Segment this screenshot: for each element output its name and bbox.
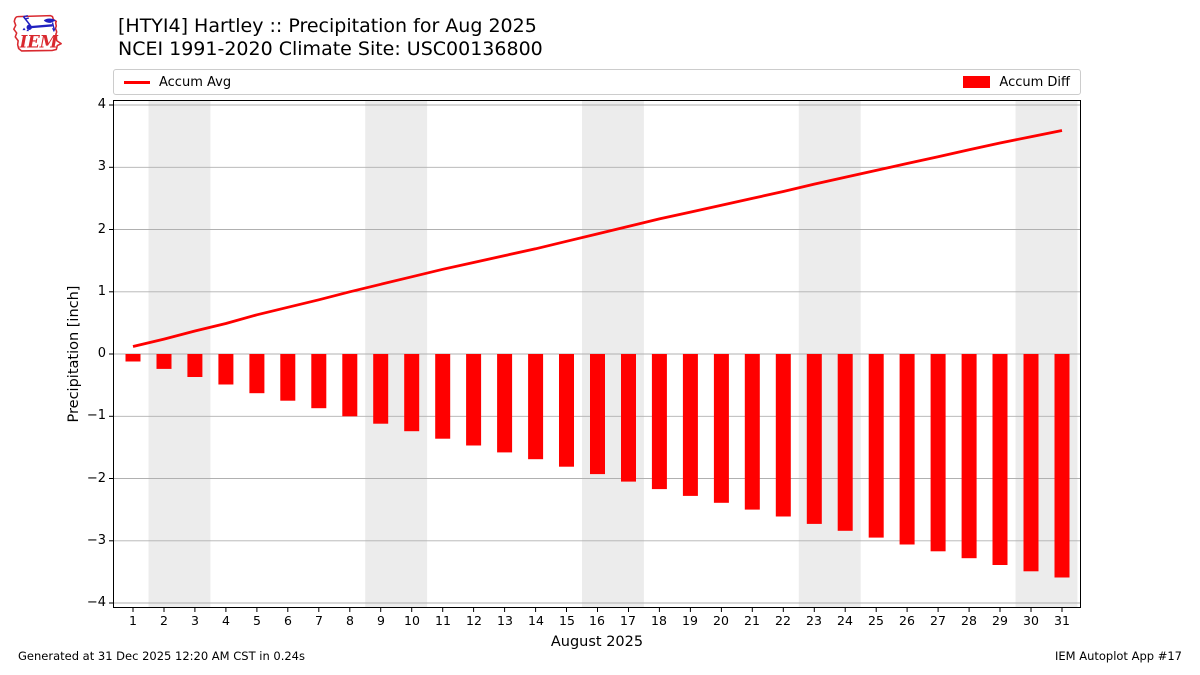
x-tick-label-14: 14 [528,613,544,628]
x-tick-label-7: 7 [315,613,323,628]
x-tick-label-15: 15 [559,613,575,628]
x-tick-label-31: 31 [1054,613,1070,628]
accum-diff-bar-day-23 [806,354,822,524]
y-tick-label--3: −3 [86,533,106,548]
y-tick-label-4: 4 [97,97,106,112]
accum-diff-bar-day-10 [404,354,420,432]
x-tick-label-6: 6 [284,613,292,628]
x-tick-label-30: 30 [1023,613,1039,628]
x-tick-label-16: 16 [589,613,605,628]
accum-diff-patch-swatch [963,76,991,88]
x-tick-label-9: 9 [377,613,385,628]
accum-diff-bar-day-19 [682,354,698,496]
accum-diff-bar-day-8 [342,354,358,417]
x-tick-label-17: 17 [620,613,636,628]
accum-diff-bar-day-17 [621,354,636,482]
accum-diff-bar-day-6 [280,354,296,401]
x-tick-label-24: 24 [837,613,853,628]
x-tick-label-22: 22 [775,613,791,628]
x-tick-label-19: 19 [682,613,698,628]
x-tick-label-3: 3 [191,613,199,628]
x-tick-label-26: 26 [899,613,915,628]
y-tick-label--1: −1 [86,408,106,423]
y-tick-label-0: 0 [97,346,106,361]
legend-label-accum-avg: Accum Avg [159,74,232,90]
accum-diff-bar-day-18 [651,354,667,490]
x-tick-label-4: 4 [222,613,230,628]
x-tick-label-2: 2 [160,613,168,628]
x-tick-label-23: 23 [806,613,822,628]
legend-item-accum-avg: Accum Avg [124,75,231,90]
chart-subtitle: NCEI 1991-2020 Climate Site: USC00136800 [118,38,543,60]
x-tick-label-28: 28 [961,613,977,628]
accum-diff-bar-day-25 [868,354,884,538]
x-tick-label-25: 25 [868,613,884,628]
title-block: [HTYI4] Hartley :: Precipitation for Aug… [118,15,543,61]
x-tick-label-13: 13 [497,613,513,628]
accum-diff-bar-day-26 [899,354,915,545]
accum-diff-bar-day-28 [961,354,977,559]
weather-vane-icon [22,14,56,33]
accum-diff-bar-day-4 [218,354,234,385]
legend: Accum Avg Accum Diff [113,69,1081,95]
accum-diff-bar-day-15 [559,354,574,467]
accum-diff-bar-day-22 [775,354,791,517]
x-tick-label-1: 1 [129,613,137,628]
legend-label-accum-diff: Accum Diff [999,74,1070,90]
x-tick-label-29: 29 [992,613,1008,628]
accum-diff-bar-day-3 [187,354,203,377]
accum-diff-bar-day-27 [930,354,946,552]
x-tick-label-27: 27 [930,613,946,628]
legend-item-accum-diff: Accum Diff [963,75,1070,90]
accum-diff-bar-day-20 [713,354,729,503]
logo-text: IEM [19,33,59,52]
accum-diff-bar-day-31 [1054,354,1070,578]
x-tick-label-10: 10 [404,613,420,628]
accum-diff-bar-day-5 [249,354,265,394]
plot-area [109,100,1081,612]
chart-title: [HTYI4] Hartley :: Precipitation for Aug… [118,15,537,37]
accum-diff-bar-day-21 [744,354,760,510]
accum-diff-bar-day-12 [466,354,482,446]
accum-avg-line [132,129,1063,348]
accum-diff-bar-day-9 [373,354,389,424]
accum-diff-bar-day-14 [528,354,544,460]
iem-logo: IEM [13,14,62,52]
accum-diff-bar-day-24 [837,354,853,531]
y-tick-label-3: 3 [97,159,106,174]
x-tick-label-21: 21 [744,613,760,628]
x-tick-label-18: 18 [651,613,667,628]
app-credit: IEM Autoplot App #17 [1054,649,1182,663]
accum-diff-bar-day-11 [435,354,451,439]
x-tick-label-5: 5 [253,613,261,628]
x-axis-label: August 2025 [550,634,644,650]
accum-diff-bar-day-2 [156,354,172,369]
accum-diff-bar-day-7 [311,354,327,409]
accum-avg-line-swatch [124,80,150,84]
accum-diff-bar-day-13 [497,354,513,453]
y-tick-label--2: −2 [86,471,106,486]
accum-diff-bar-day-30 [1023,354,1039,572]
x-tick-label-12: 12 [466,613,482,628]
generated-timestamp: Generated at 31 Dec 2025 12:20 AM CST in… [18,649,305,663]
x-tick-label-11: 11 [435,613,451,628]
accum-diff-bar-day-1 [125,354,141,362]
y-tick-label-2: 2 [97,222,106,237]
accum-diff-bar-day-29 [992,354,1008,565]
x-tick-label-20: 20 [713,613,729,628]
y-tick-label-1: 1 [97,284,106,299]
plot-frame [113,100,1081,608]
x-tick-label-8: 8 [346,613,354,628]
y-tick-label--4: −4 [86,595,106,610]
accum-diff-bar-day-16 [590,354,605,475]
